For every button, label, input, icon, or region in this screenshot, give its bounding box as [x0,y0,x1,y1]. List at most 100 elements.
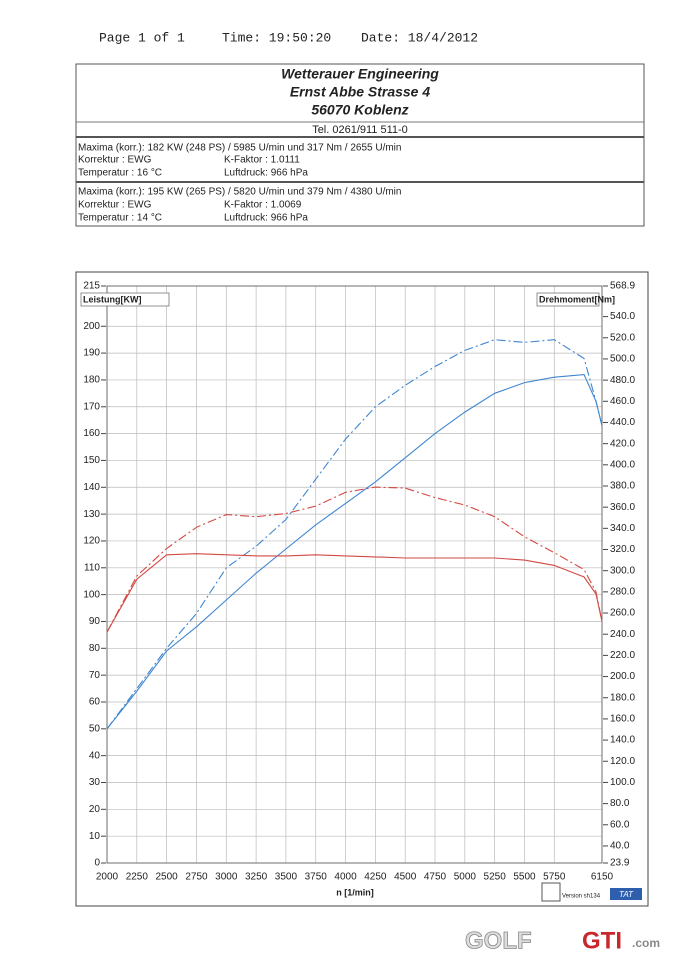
run-temperatur: Temperatur : 16 °C [78,168,162,179]
y2-tick-label: 400.0 [610,459,635,470]
y2-tick-label: 540.0 [610,311,635,322]
y2-tick-label: 23.9 [610,858,630,869]
y-tick-label: 200 [83,321,100,332]
y2-tick-label: 140.0 [610,735,635,746]
x-tick-label: 5500 [513,872,536,883]
y2-tick-label: 120.0 [610,756,635,767]
y-tick-label: 170 [83,401,100,412]
run-kfaktor: K-Faktor : 1.0069 [224,200,302,211]
y-tick-label: 180 [83,375,100,386]
y-tick-label: 140 [83,482,100,493]
y-tick-label: 150 [83,455,100,466]
page-number: Page 1 of 1 [99,30,185,45]
y-tick-label: 190 [83,348,100,359]
tat-logo [610,888,642,900]
y2-tick-label: 40.0 [610,841,630,852]
company-city: 56070 Koblenz [311,102,408,118]
y-tick-label: 0 [94,858,100,869]
y2-tick-label: 500.0 [610,354,635,365]
x-tick-label: 4000 [334,872,357,883]
date: Date: 18/4/2012 [361,30,478,45]
series-line [106,486,603,633]
chart-frame [75,271,649,907]
y-tick-label: 80 [89,643,101,654]
run-luftdruck: Luftdruck: 966 hPa [224,213,308,224]
y2-tick-label: 480.0 [610,375,635,386]
y-label-box [80,292,170,307]
y-tick-label: 120 [83,536,100,547]
run-korrektur: Korrektur : EWG [78,155,152,166]
tat-text: TAT [619,890,634,899]
run-kfaktor: K-Faktor : 1.0111 [224,155,300,166]
company-name: Wetterauer Engineering [281,66,439,82]
series-line [106,339,603,730]
y2-tick-label: 360.0 [610,502,635,513]
x-tick-label: 2000 [96,872,119,883]
x-tick-label: 5750 [543,872,566,883]
plot: 2000 2250 2500 2750 3000 3250 3500 3750 4000 4250… [83,281,635,883]
y2-tick-label: 340.0 [610,523,635,534]
y-tick-label: 160 [83,428,100,439]
y-tick-label: 50 [89,723,101,734]
y2-tick-label: 460.0 [610,396,635,407]
y2-tick-label: 440.0 [610,417,635,428]
y2-tick-label: 380.0 [610,481,635,492]
run-korrektur: Korrektur : EWG [78,200,152,211]
y2-tick-label: 180.0 [610,692,635,703]
y2-tick-label: 420.0 [610,438,635,449]
series-line [106,374,603,730]
y2-tick-label: 200.0 [610,671,635,682]
y2-axis-label: Drehmoment[Nm] [539,294,615,304]
y2-tick-label: 568.9 [610,281,635,292]
y2-tick-label: 100.0 [610,777,635,788]
y2-tick-label: 300.0 [610,565,635,576]
y-axis-label: Leistung[KW] [83,294,142,304]
y-tick-label: 70 [89,670,101,681]
y2-tick-label: 80.0 [610,798,630,809]
x-tick-label: 3750 [305,872,328,883]
y2-tick-label: 280.0 [610,587,635,598]
y2-tick-label: 520.0 [610,332,635,343]
company-street: Ernst Abbe Strasse 4 [290,84,431,100]
y2-tick-label: 260.0 [610,608,635,619]
x-tick-label: 4500 [394,872,417,883]
y-tick-label: 60 [89,697,101,708]
x-axis-label: n [1/min] [336,887,374,897]
info-box [75,63,645,227]
version: Version sh134 [562,894,601,900]
x-tick-label: 4250 [364,872,387,883]
x-tick-label: 2250 [126,872,149,883]
icon-box [541,882,561,902]
plot-border [106,285,603,864]
watermark-golf: GOLF [465,927,532,954]
time: Time: 19:50:20 [222,30,331,45]
x-tick-label: 4750 [424,872,447,883]
run-luftdruck: Luftdruck: 966 hPa [224,168,308,179]
x-tick-label: 3000 [215,872,238,883]
y-tick-label: 40 [89,750,101,761]
y2-tick-label: 240.0 [610,629,635,640]
y-tick-label: 30 [89,777,101,788]
y2-tick-label: 60.0 [610,819,630,830]
y2-tick-label: 220.0 [610,650,635,661]
x-tick-label: 5000 [454,872,477,883]
run-maxima: Maxima (korr.): 195 KW (265 PS) / 5820 U… [78,187,401,198]
x-tick-label: 2500 [156,872,179,883]
run-temperatur: Temperatur : 14 °C [78,213,162,224]
y-tick-label: 130 [83,509,100,520]
series-line [106,553,603,633]
y-tick-label: 215 [83,281,100,292]
y2-label-box [536,292,600,307]
run-maxima: Maxima (korr.): 182 KW (248 PS) / 5985 U… [78,143,401,154]
watermark-com: .com [632,936,660,950]
watermark-gti: GTI [582,927,622,954]
x-tick-label: 6150 [591,872,614,883]
x-tick-label: 5250 [484,872,507,883]
y-tick-label: 110 [84,562,100,573]
y-tick-label: 100 [83,589,100,600]
x-tick-label: 3250 [245,872,268,883]
y-tick-label: 90 [89,616,101,627]
y2-tick-label: 320.0 [610,544,635,555]
